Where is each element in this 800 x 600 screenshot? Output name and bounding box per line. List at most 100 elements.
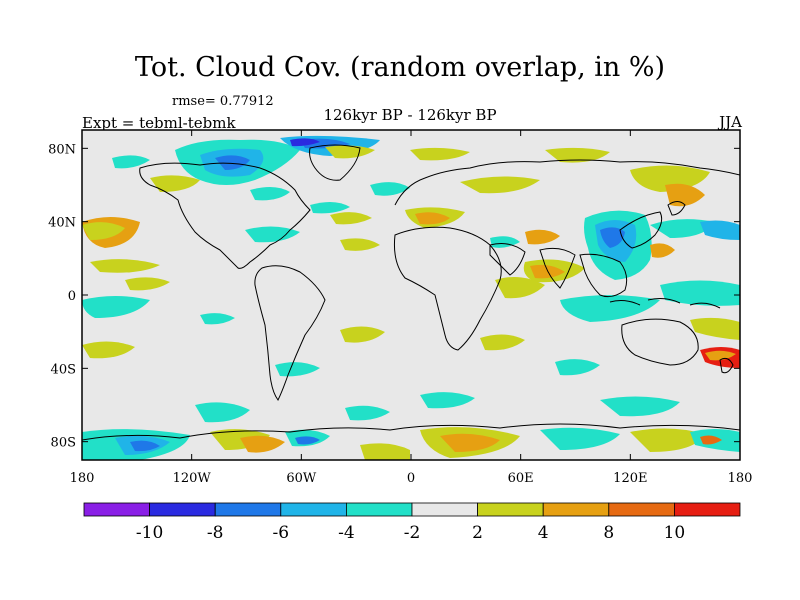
anomaly-patch [440, 433, 500, 452]
anomaly-patch [345, 405, 390, 421]
colorbar-level-label: -8 [207, 523, 224, 543]
anomaly-patch [600, 396, 680, 417]
anomaly-patch [705, 350, 736, 361]
coastline-antarctica [82, 423, 740, 441]
coastline-east-asia [619, 201, 686, 249]
coastline-arabia-india [489, 243, 576, 289]
anomaly-patch [700, 435, 722, 445]
anomaly-patch [330, 212, 372, 225]
colorbar-swatch [280, 502, 347, 517]
anomaly-patch [630, 165, 710, 192]
anomaly-patch [650, 243, 675, 258]
y-tick-label: 0 [68, 289, 76, 304]
anomaly-patch [240, 435, 285, 453]
colorbar-level-label: 10 [664, 523, 686, 543]
anomaly-patch [82, 222, 125, 240]
coastline-new-zealand [719, 357, 734, 374]
coastline-australia [621, 318, 699, 366]
colorbar: -10 -8 -6 -4 -2 2 4 8 10 [83, 502, 741, 543]
coastline-southeast-asia [579, 253, 628, 298]
colorbar-swatch [83, 502, 150, 517]
anomaly-patch [545, 147, 610, 163]
anomaly-patch [420, 392, 475, 409]
colorbar-swatch [542, 502, 610, 517]
colorbar-level-label: -4 [338, 523, 355, 543]
anomaly-patch [340, 238, 380, 251]
x-tick-label: 120W [173, 471, 212, 486]
anomaly-patch [150, 175, 200, 192]
anomaly-patch [82, 296, 150, 318]
colorbar-swatch [608, 502, 675, 517]
x-tick-label: 180 [728, 471, 753, 486]
coastline-africa [394, 226, 502, 351]
anomaly-patch [630, 428, 705, 452]
anomaly-patch [310, 201, 350, 214]
anomaly-patch [540, 427, 620, 450]
anomaly-patch [340, 326, 385, 343]
anomaly-patch [295, 436, 320, 445]
coastline-south-america [254, 265, 326, 401]
rmse-label: rmse= 0.77912 [172, 94, 274, 109]
anomaly-patch [215, 155, 250, 170]
anomaly-field [82, 135, 740, 460]
anomaly-patch [325, 145, 375, 159]
anomaly-patch [555, 359, 600, 376]
anomaly-patch [360, 443, 410, 460]
colorbar-swatch [149, 502, 216, 517]
experiment-label: Expt = tebml-tebmk [82, 114, 236, 132]
coastline-europe-asia [394, 159, 740, 206]
y-tick-label: 40N [48, 216, 76, 231]
coastline-greenland [309, 144, 361, 181]
anomaly-patch [130, 440, 160, 452]
anomaly-patch [370, 182, 410, 196]
colorbar-swatch [411, 502, 478, 517]
colorbar-level-label: -2 [404, 523, 421, 543]
anomaly-patch [275, 362, 320, 377]
axis-ticks: 180 120W 60W 0 60E 120E 180 80N 40N 0 40S 80S [48, 130, 752, 486]
anomaly-patch [245, 226, 300, 243]
x-tick-label: 60E [508, 471, 534, 486]
x-tick-label: 180 [70, 471, 95, 486]
anomaly-patch [290, 138, 320, 147]
anomaly-patch [460, 176, 540, 194]
anomaly-patch [200, 313, 235, 325]
x-tick-label: 0 [407, 471, 415, 486]
anomaly-patch [195, 402, 250, 423]
coastline-indonesia [609, 298, 721, 309]
anomaly-patch [560, 295, 660, 322]
anomaly-patch [112, 155, 150, 169]
colorbar-swatch [345, 502, 413, 517]
period-label: 126kyr BP - 126kyr BP [323, 106, 497, 124]
x-tick-label: 120E [613, 471, 647, 486]
anomaly-patch [665, 183, 705, 207]
anomaly-patch [525, 229, 560, 245]
anomaly-patch [650, 219, 715, 238]
colorbar-swatch [214, 502, 282, 517]
anomaly-patch [82, 341, 135, 359]
colorbar-level-label: 4 [538, 523, 549, 543]
anomaly-patch [700, 220, 740, 240]
anomaly-patch [250, 186, 290, 201]
x-tick-label: 60W [286, 471, 317, 486]
anomaly-patch [660, 280, 740, 306]
colorbar-level-label: 8 [603, 523, 614, 543]
anomaly-patch [410, 147, 470, 161]
colorbar-level-label: 2 [472, 523, 483, 543]
anomaly-patch [90, 259, 160, 273]
map-title: Tot. Cloud Cov. (random overlap, in %) [134, 52, 666, 83]
y-tick-label: 80N [48, 142, 76, 157]
colorbar-swatch [477, 502, 544, 517]
anomaly-patch [690, 317, 740, 340]
anomaly-patch [125, 277, 170, 291]
anomaly-patch [415, 212, 450, 225]
colorbar-level-label: -6 [273, 523, 290, 543]
y-tick-label: 40S [51, 362, 76, 377]
coastline-north-america [139, 162, 311, 269]
anomaly-patch [495, 276, 545, 299]
coastlines [82, 144, 740, 441]
colorbar-swatch [674, 502, 741, 517]
anomaly-patch [600, 227, 625, 248]
y-tick-label: 80S [51, 436, 76, 451]
anomaly-patch [480, 334, 525, 351]
